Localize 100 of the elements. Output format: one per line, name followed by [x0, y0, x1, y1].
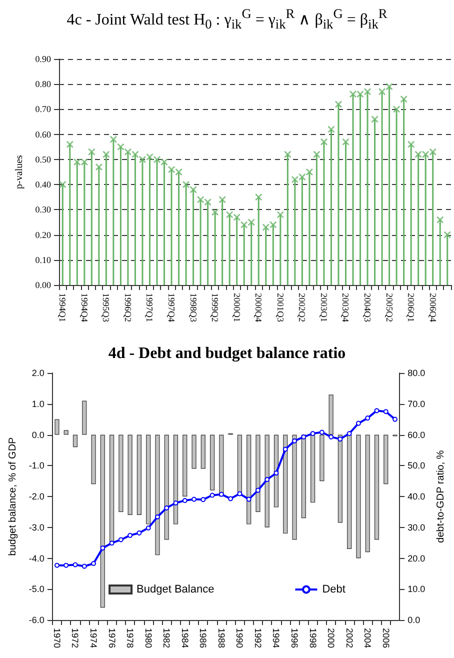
- point: [146, 525, 151, 530]
- point: [276, 210, 284, 218]
- point: [284, 150, 292, 158]
- point: [319, 430, 324, 435]
- x-tick-label: 2000Q1: [232, 293, 242, 322]
- point: [386, 82, 393, 90]
- x-tick-label: 1997Q1: [144, 293, 155, 322]
- point: [200, 497, 206, 502]
- point: [204, 198, 212, 206]
- x-tick-label: 1984: [180, 628, 190, 648]
- bar: [274, 434, 279, 508]
- point: [100, 546, 106, 551]
- x-tick-label: 2006Q1: [406, 293, 416, 322]
- point: [392, 416, 398, 422]
- point: [378, 88, 386, 96]
- y-tick-label: -5.0: [28, 584, 44, 594]
- point: [233, 214, 241, 221]
- point: [371, 116, 378, 123]
- point: [192, 496, 197, 502]
- point: [282, 446, 288, 452]
- x-tick-label: 1980: [143, 628, 154, 648]
- point: [320, 138, 328, 146]
- x-tick-label: 1994Q1: [58, 293, 68, 322]
- x-tick-label: 1996: [290, 628, 300, 648]
- bar: [136, 434, 142, 516]
- point: [190, 186, 197, 194]
- y2-tick-label: 0.0: [408, 615, 420, 625]
- y2-axis-title: debt-to-GDP ratio, %: [436, 450, 446, 543]
- point: [82, 564, 87, 569]
- bar: [182, 434, 188, 496]
- point: [64, 562, 69, 568]
- point: [264, 477, 270, 482]
- y-tick-label: 0.00: [35, 280, 52, 290]
- bar: [200, 434, 206, 469]
- y2-tick-label: 60.0: [408, 430, 426, 440]
- y-tick-label: 0.20: [35, 230, 52, 240]
- y2-tick-label: 20.0: [408, 553, 426, 564]
- point: [173, 500, 178, 506]
- point: [356, 420, 361, 426]
- bar: [237, 434, 242, 494]
- point: [356, 90, 364, 98]
- x-tick-label: 1995Q3: [101, 293, 112, 322]
- y-tick-label: 0.30: [35, 204, 52, 215]
- point: [88, 148, 96, 156]
- point: [136, 530, 142, 536]
- bar: [219, 434, 224, 496]
- point: [292, 438, 298, 444]
- bar: [256, 434, 260, 512]
- x-tick-label: 1986: [198, 628, 208, 648]
- y2-tick-label: 30.0: [408, 522, 426, 532]
- bar: [118, 434, 124, 512]
- y-tick-label: 0.0: [32, 430, 44, 440]
- bar: [128, 434, 132, 516]
- point: [422, 150, 430, 158]
- point: [182, 180, 190, 188]
- point: [436, 216, 444, 224]
- point: [128, 532, 133, 538]
- x-tick-label: 1974: [88, 628, 99, 648]
- point: [349, 90, 357, 98]
- point: [182, 498, 188, 504]
- point: [342, 138, 350, 146]
- point: [407, 140, 415, 148]
- bar: [301, 434, 306, 518]
- point: [364, 88, 372, 96]
- x-tick-label: 2003Q4: [340, 293, 351, 322]
- bar: [338, 434, 342, 523]
- y2-tick-label: 40.0: [408, 492, 426, 502]
- y-tick-label: 0.60: [35, 129, 52, 140]
- x-tick-label: 1978: [125, 628, 136, 648]
- bar: [210, 434, 215, 490]
- point: [164, 505, 170, 510]
- point: [306, 168, 314, 176]
- x-tick-label: 1997Q4: [166, 293, 177, 322]
- bar: [264, 434, 270, 528]
- point: [95, 163, 103, 171]
- point: [118, 537, 124, 542]
- x-tick-label: 2003Q1: [318, 293, 329, 322]
- y-axis-title: budget balance, % of GDP: [8, 436, 18, 556]
- x-tick-label: 1988: [216, 628, 226, 648]
- point: [254, 193, 262, 201]
- bar: [146, 434, 151, 524]
- bar: [110, 434, 114, 543]
- point: [218, 492, 224, 497]
- point: [246, 496, 252, 502]
- bar: [356, 434, 361, 558]
- point: [175, 168, 182, 176]
- point: [240, 221, 248, 228]
- bar: [328, 394, 334, 435]
- y-tick-label: 0.10: [35, 254, 52, 265]
- point: [102, 150, 110, 158]
- x-tick-label: 2004Q3: [362, 293, 373, 322]
- y-tick-label: 0.90: [35, 54, 52, 64]
- point: [210, 492, 215, 498]
- bar: [292, 434, 297, 540]
- point: [228, 496, 234, 502]
- point: [262, 224, 270, 231]
- point: [153, 156, 161, 164]
- point: [72, 562, 78, 568]
- y-tick-label: -1.0: [28, 460, 44, 471]
- bar: [283, 434, 288, 534]
